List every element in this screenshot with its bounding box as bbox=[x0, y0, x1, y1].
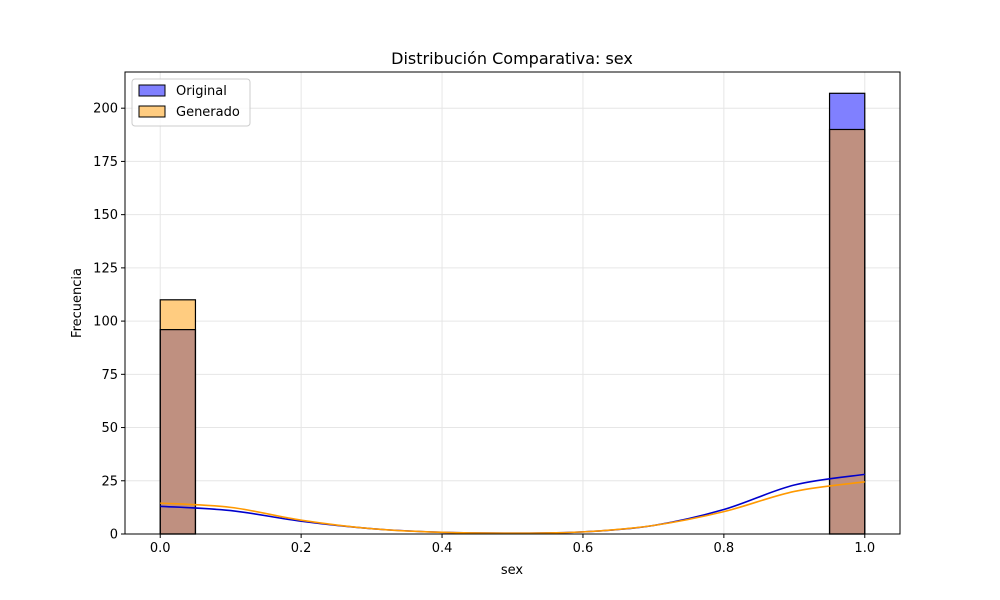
y-axis-label: Frecuencia bbox=[70, 268, 85, 338]
legend: Original Generado bbox=[131, 78, 251, 127]
bar-original bbox=[829, 93, 865, 130]
histogram-bars bbox=[159, 92, 866, 535]
grid-lines bbox=[125, 72, 900, 535]
legend-label-generado: Generado bbox=[176, 105, 240, 120]
chart-title: Distribución Comparativa: sex bbox=[391, 49, 633, 68]
x-tick-label: 0.0 bbox=[150, 541, 171, 556]
x-tick-label: 0.8 bbox=[714, 541, 735, 556]
y-tick-label: 0 bbox=[110, 528, 118, 543]
y-tick-label: 50 bbox=[101, 421, 118, 436]
x-tick-label: 0.6 bbox=[573, 541, 594, 556]
kde-line-generado bbox=[160, 481, 865, 534]
legend-swatch-original bbox=[138, 84, 166, 97]
y-tick-label: 150 bbox=[93, 208, 118, 223]
kde-curves bbox=[160, 473, 865, 534]
plot-frame bbox=[124, 71, 901, 535]
legend-swatch-generado bbox=[138, 105, 166, 118]
legend-label-original: Original bbox=[176, 84, 227, 99]
x-tick-label: 1.0 bbox=[854, 541, 875, 556]
y-axis-ticks: 0 25 50 75 100 125 150 175 200 bbox=[93, 102, 125, 543]
y-tick-label: 200 bbox=[93, 102, 118, 117]
bar-generado bbox=[160, 299, 196, 330]
y-tick-label: 175 bbox=[93, 155, 118, 170]
x-axis-ticks: 0.0 0.2 0.4 0.6 0.8 1.0 bbox=[150, 534, 875, 556]
y-tick-label: 25 bbox=[101, 474, 118, 489]
x-tick-label: 0.4 bbox=[432, 541, 453, 556]
x-tick-label: 0.2 bbox=[291, 541, 312, 556]
y-tick-label: 75 bbox=[101, 368, 118, 383]
bar-overlap bbox=[160, 329, 196, 534]
y-tick-label: 100 bbox=[93, 315, 118, 330]
bar-overlap bbox=[829, 129, 865, 534]
kde-line-original bbox=[160, 473, 865, 534]
x-axis-label: sex bbox=[501, 563, 524, 578]
y-tick-label: 125 bbox=[93, 261, 118, 276]
